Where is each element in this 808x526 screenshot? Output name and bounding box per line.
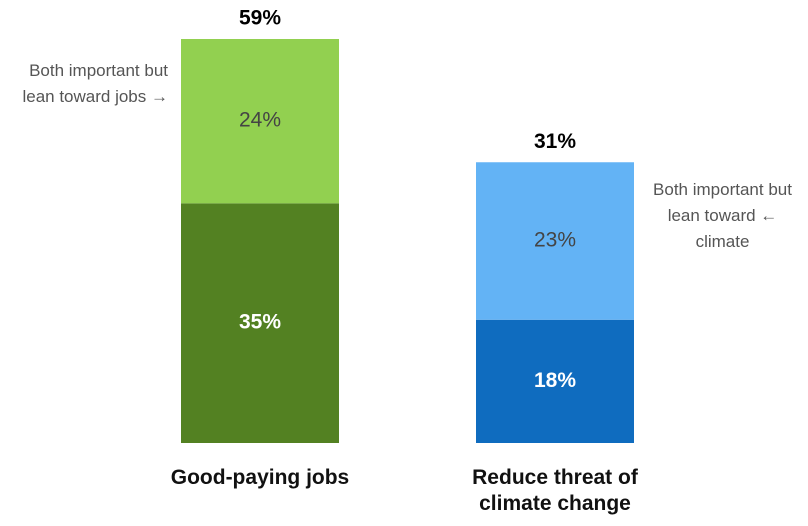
bar-segment	[476, 162, 634, 320]
category-label: Good-paying jobs	[170, 466, 350, 489]
total-label: 59%	[239, 7, 281, 30]
data-label: 18%	[534, 369, 576, 392]
category-label: Reduce threat of climate change	[472, 466, 638, 515]
data-label: 35%	[239, 311, 281, 334]
bar-segment	[181, 39, 339, 204]
annotation: Both important but lean toward ← climate	[653, 180, 792, 251]
data-label: 23%	[534, 229, 576, 252]
total-label: 31%	[534, 130, 576, 153]
bar-segment	[476, 319, 634, 443]
annotation: Both important but lean toward jobs →	[22, 61, 168, 106]
bar-segment	[181, 203, 339, 443]
data-label: 24%	[239, 109, 281, 132]
